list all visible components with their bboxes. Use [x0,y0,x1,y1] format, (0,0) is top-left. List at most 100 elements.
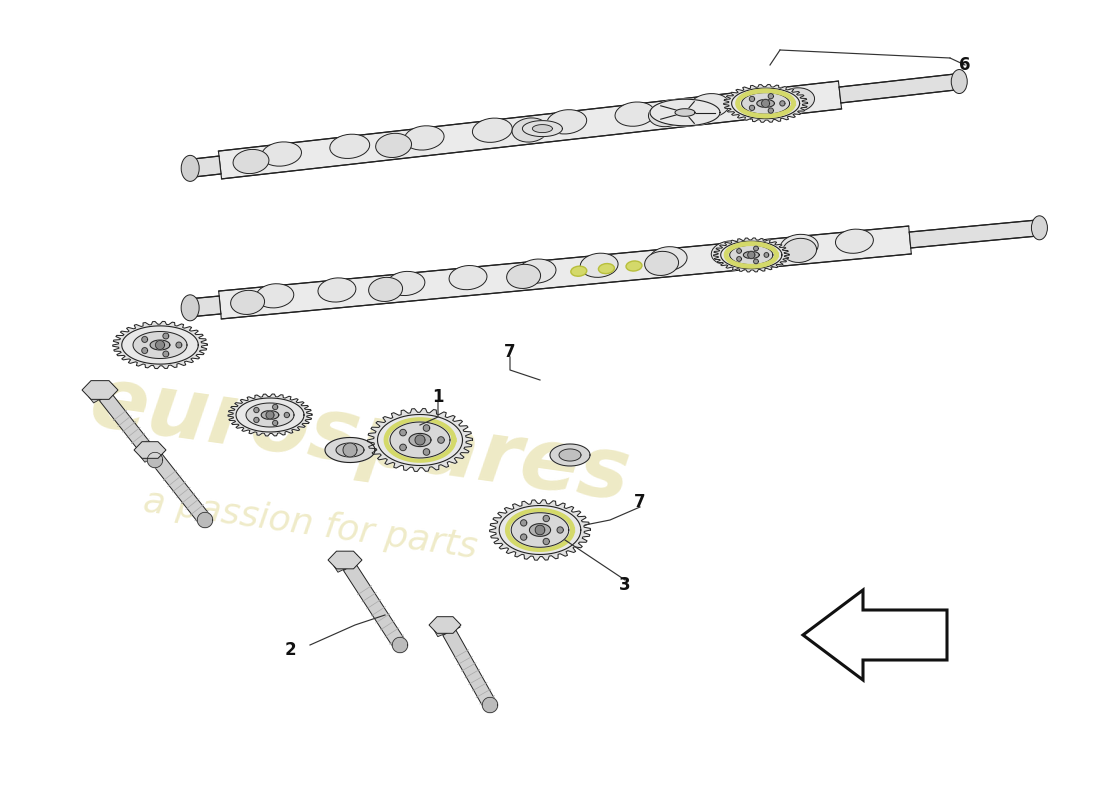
Polygon shape [140,444,165,462]
Polygon shape [732,88,800,118]
Polygon shape [150,340,169,350]
Polygon shape [424,425,430,431]
Text: 1: 1 [432,388,443,406]
Polygon shape [399,444,406,450]
Polygon shape [757,99,774,107]
Polygon shape [744,251,759,258]
Polygon shape [324,438,375,462]
Ellipse shape [690,94,729,118]
Ellipse shape [318,278,356,302]
Polygon shape [99,392,161,464]
Ellipse shape [449,266,487,290]
Polygon shape [133,331,187,358]
Polygon shape [189,156,221,178]
Polygon shape [142,348,147,354]
Ellipse shape [712,241,749,265]
Polygon shape [343,563,406,649]
Polygon shape [443,629,496,709]
Ellipse shape [780,234,818,258]
Ellipse shape [615,102,654,126]
Polygon shape [254,418,258,422]
Polygon shape [336,443,364,457]
Polygon shape [433,620,460,637]
Polygon shape [749,96,755,102]
Polygon shape [150,452,210,524]
Polygon shape [675,109,695,116]
Polygon shape [438,437,444,443]
Polygon shape [273,405,278,410]
Polygon shape [512,513,569,547]
Polygon shape [780,101,785,106]
Polygon shape [266,411,274,419]
Ellipse shape [182,295,199,321]
Polygon shape [737,249,741,254]
Polygon shape [236,398,304,432]
Polygon shape [219,226,911,319]
Ellipse shape [598,263,615,274]
Ellipse shape [1032,216,1047,240]
Text: 3: 3 [619,576,630,594]
Polygon shape [415,435,425,445]
Ellipse shape [513,118,548,142]
Polygon shape [748,251,755,258]
Polygon shape [254,407,258,413]
Polygon shape [246,403,294,427]
Polygon shape [112,322,207,369]
Ellipse shape [649,246,688,271]
Polygon shape [219,81,842,179]
Polygon shape [910,220,1041,248]
Polygon shape [155,341,165,350]
Polygon shape [557,527,563,533]
Ellipse shape [518,259,556,283]
Polygon shape [803,590,947,680]
Polygon shape [284,413,289,418]
Ellipse shape [952,70,967,94]
Ellipse shape [330,134,370,158]
Ellipse shape [182,155,199,182]
Ellipse shape [262,142,301,166]
Polygon shape [543,515,549,522]
Polygon shape [163,351,168,357]
Text: 7: 7 [504,343,516,361]
Polygon shape [333,554,361,572]
Polygon shape [343,443,358,457]
Polygon shape [543,538,549,545]
Polygon shape [367,409,473,471]
Ellipse shape [404,126,444,150]
Polygon shape [714,238,789,272]
Ellipse shape [571,266,586,276]
Polygon shape [89,383,117,403]
Text: eurospares: eurospares [85,361,636,519]
Polygon shape [197,512,212,528]
Polygon shape [550,444,590,466]
Ellipse shape [472,118,513,142]
Ellipse shape [387,271,425,295]
Ellipse shape [649,102,684,126]
Polygon shape [393,638,408,653]
Ellipse shape [745,87,785,111]
Polygon shape [839,74,960,103]
Polygon shape [424,449,430,455]
Polygon shape [490,500,591,560]
Polygon shape [754,246,758,251]
Ellipse shape [233,150,268,174]
Polygon shape [499,506,581,554]
Polygon shape [82,381,118,399]
Polygon shape [520,534,527,540]
Polygon shape [429,617,461,634]
Polygon shape [520,520,527,526]
Polygon shape [399,430,406,436]
Polygon shape [768,94,773,99]
Polygon shape [768,108,773,113]
Polygon shape [532,125,552,133]
Polygon shape [754,259,758,264]
Polygon shape [390,422,450,458]
Polygon shape [377,414,462,466]
Ellipse shape [580,253,618,278]
Polygon shape [163,333,168,339]
Polygon shape [741,93,790,114]
Polygon shape [122,326,198,364]
Polygon shape [724,85,807,122]
Polygon shape [536,526,544,534]
Polygon shape [737,257,741,262]
